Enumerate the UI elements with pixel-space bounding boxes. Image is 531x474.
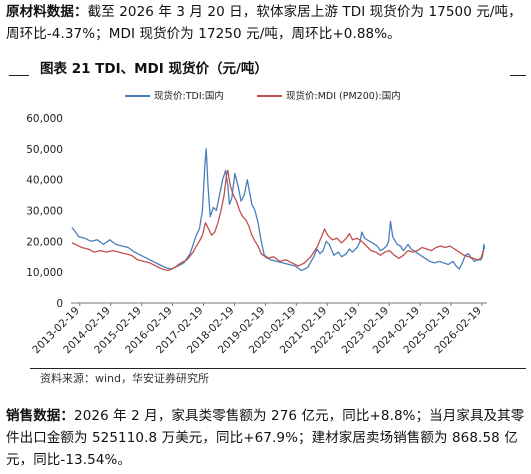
y-tick-label: 50,000 (26, 144, 63, 156)
raw-material-label: 原材料数据： (6, 4, 88, 20)
source-note: 资料来源：wind，华安证券研究所 (40, 372, 210, 385)
raw-material-paragraph: 原材料数据：截至 2026 年 3 月 20 日，软体家居上游 TDI 现货价为… (6, 1, 526, 45)
raw-material-text: 截至 2026 年 3 月 20 日，软体家居上游 TDI 现货价为 17500… (6, 4, 522, 42)
sales-text: 2026 年 2 月，家具类零售额为 276 亿元，同比+8.8%；当月家具及其… (6, 408, 525, 468)
legend-label-mdi: 现货价:MDI (PM200):国内 (286, 90, 401, 102)
series-line-tdi (71, 148, 486, 272)
y-tick-label: 40,000 (26, 175, 63, 187)
chart-axes: 010,00020,00030,00040,00050,00060,000201… (26, 113, 487, 356)
y-tick-label: 0 (56, 298, 63, 310)
chart-legend: 现货价:TDI:国内 现货价:MDI (PM200):国内 (125, 90, 401, 102)
y-tick-label: 30,000 (26, 206, 63, 218)
source-rule (30, 368, 526, 369)
series-line-mdi (71, 169, 485, 272)
y-tick-label: 10,000 (26, 267, 63, 279)
legend-label-tdi: 现货价:TDI:国内 (154, 90, 224, 102)
chart-series (71, 148, 486, 272)
y-tick-label: 60,000 (26, 113, 63, 125)
sales-label: 销售数据： (6, 408, 74, 424)
price-chart: 现货价:TDI:国内 现货价:MDI (PM200):国内 0 10,000 20,… (26, 90, 487, 356)
y-tick-label: 20,000 (26, 236, 63, 248)
figure-title: 图表 21 TDI、MDI 现货价（元/吨） (40, 61, 268, 77)
figure-top-rule (9, 75, 29, 76)
sales-paragraph: 销售数据：2026 年 2 月，家具类零售额为 276 亿元，同比+8.8%；当… (6, 405, 526, 471)
figure-top-rule (510, 75, 526, 76)
